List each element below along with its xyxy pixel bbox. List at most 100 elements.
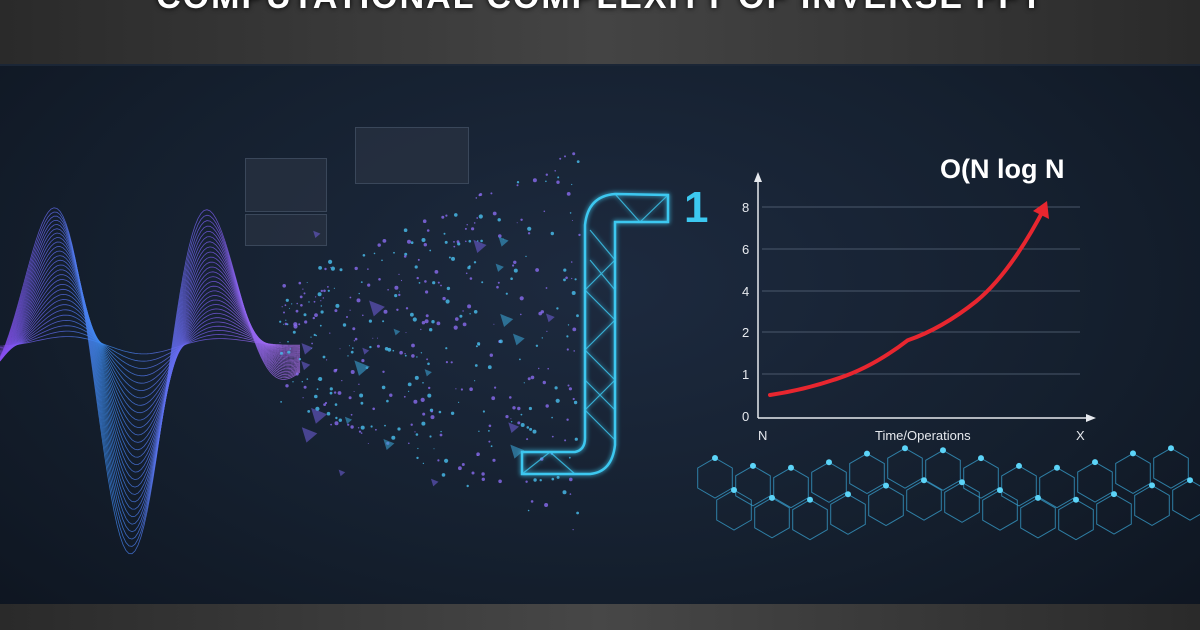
- particle: [556, 307, 559, 310]
- network-node: [712, 455, 718, 461]
- particle: [461, 463, 465, 466]
- particle: [446, 286, 451, 291]
- particle: [566, 418, 569, 421]
- particle: [283, 311, 285, 314]
- particle: [330, 266, 332, 268]
- particle: [494, 386, 497, 389]
- hexagon: [1172, 479, 1200, 521]
- particle: [445, 299, 450, 304]
- particle: [417, 258, 420, 261]
- triangle-shard: [301, 427, 318, 443]
- particle: [352, 347, 354, 349]
- particle: [299, 295, 303, 299]
- particle: [453, 241, 455, 243]
- particle: [335, 303, 340, 308]
- particle: [564, 155, 566, 158]
- particle: [295, 372, 299, 376]
- hexagon: [1077, 461, 1113, 503]
- particle: [509, 396, 512, 399]
- particle: [450, 361, 453, 364]
- particle: [516, 222, 518, 224]
- particle: [539, 479, 542, 482]
- particle: [566, 335, 569, 338]
- network-node: [788, 464, 794, 471]
- code-panel: [355, 127, 469, 184]
- particle: [420, 328, 422, 331]
- particle: [576, 511, 579, 515]
- particle: [313, 300, 316, 303]
- particle: [360, 425, 365, 430]
- particle: [478, 430, 480, 432]
- particle: [467, 304, 472, 309]
- particle: [481, 477, 485, 481]
- particle: [571, 183, 573, 186]
- particle: [414, 431, 416, 433]
- network-node: [902, 445, 908, 452]
- particle: [338, 418, 342, 422]
- particle: [520, 218, 523, 221]
- particle: [448, 256, 451, 259]
- network-node: [1111, 491, 1117, 498]
- particle: [443, 232, 446, 235]
- particle: [436, 321, 441, 326]
- hexagon: [887, 447, 923, 489]
- particle: [442, 296, 446, 301]
- particle: [527, 377, 531, 381]
- particle: [422, 462, 425, 465]
- triangle-shard: [338, 469, 346, 477]
- particle: [492, 458, 496, 462]
- hexagon: [1039, 467, 1075, 509]
- particle: [422, 382, 424, 384]
- particle: [478, 214, 483, 219]
- particle: [369, 345, 372, 349]
- particle: [416, 456, 419, 460]
- particle: [413, 399, 418, 404]
- hexagon: [754, 497, 790, 539]
- particle: [326, 359, 328, 361]
- particle: [360, 281, 363, 283]
- particle: [505, 415, 509, 419]
- particle: [516, 181, 520, 184]
- particle: [298, 358, 302, 361]
- particle: [529, 427, 533, 431]
- particle: [511, 264, 515, 267]
- particle: [559, 157, 562, 160]
- particle: [565, 276, 568, 280]
- particle: [437, 281, 440, 284]
- particle: [396, 308, 399, 311]
- particle: [510, 277, 513, 281]
- particle: [481, 281, 484, 284]
- particle: [346, 316, 348, 318]
- particle: [468, 265, 471, 268]
- particle: [481, 472, 485, 476]
- particle: [377, 337, 378, 339]
- particle: [318, 377, 323, 381]
- particle: [329, 332, 331, 334]
- particle: [352, 327, 356, 331]
- triangle-shard: [344, 416, 353, 424]
- hexagon: [963, 457, 999, 499]
- particle: [376, 344, 380, 348]
- particle: [348, 345, 350, 347]
- particle: [545, 180, 547, 183]
- network-node: [883, 482, 889, 489]
- particle: [320, 305, 322, 307]
- particle: [399, 350, 403, 355]
- particle: [520, 313, 522, 316]
- network-node: [750, 462, 756, 469]
- particle: [444, 240, 448, 244]
- particle: [488, 430, 490, 432]
- particle: [441, 473, 446, 477]
- hexagon: [925, 449, 961, 491]
- particle: [300, 304, 303, 307]
- particle: [488, 424, 492, 428]
- particle: [572, 397, 575, 401]
- particle: [554, 386, 558, 390]
- wave-line: [0, 283, 301, 428]
- particle: [458, 466, 462, 471]
- triangle-shard: [301, 343, 313, 355]
- particle: [320, 300, 322, 302]
- wave-line: [0, 293, 301, 414]
- particle: [516, 184, 519, 187]
